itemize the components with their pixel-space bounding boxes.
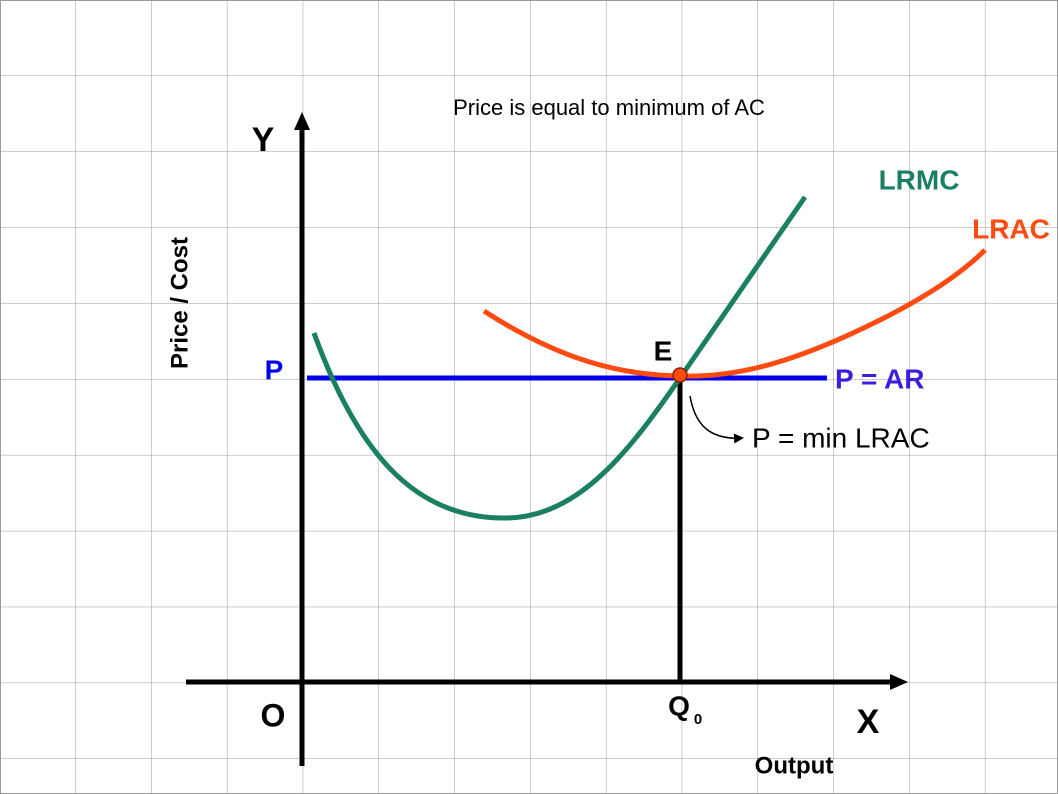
x-letter: X: [857, 703, 880, 741]
origin-label: O: [261, 697, 286, 733]
y-letter: Y: [252, 121, 275, 159]
lrmc-label: LRMC: [879, 164, 960, 195]
y-arrow: [294, 112, 310, 130]
title: Price is equal to minimum of AC: [453, 95, 765, 120]
quantity-subscript: 0: [694, 711, 702, 728]
lrac-curve: [482, 248, 987, 379]
note: P = min LRAC: [752, 422, 930, 453]
lrac-label: LRAC: [972, 213, 1050, 244]
y-label: Price / Cost: [166, 237, 193, 369]
demand-label: P = AR: [835, 363, 924, 394]
equilibrium-point: [672, 367, 688, 383]
price-label: P: [265, 354, 284, 385]
equilibrium-label: E: [654, 335, 673, 366]
lrmc-curve: [311, 195, 808, 521]
note-arrow: [689, 395, 744, 444]
x-arrow: [890, 674, 908, 690]
x-label: Output: [755, 752, 834, 779]
quantity-label: Q: [668, 690, 690, 721]
